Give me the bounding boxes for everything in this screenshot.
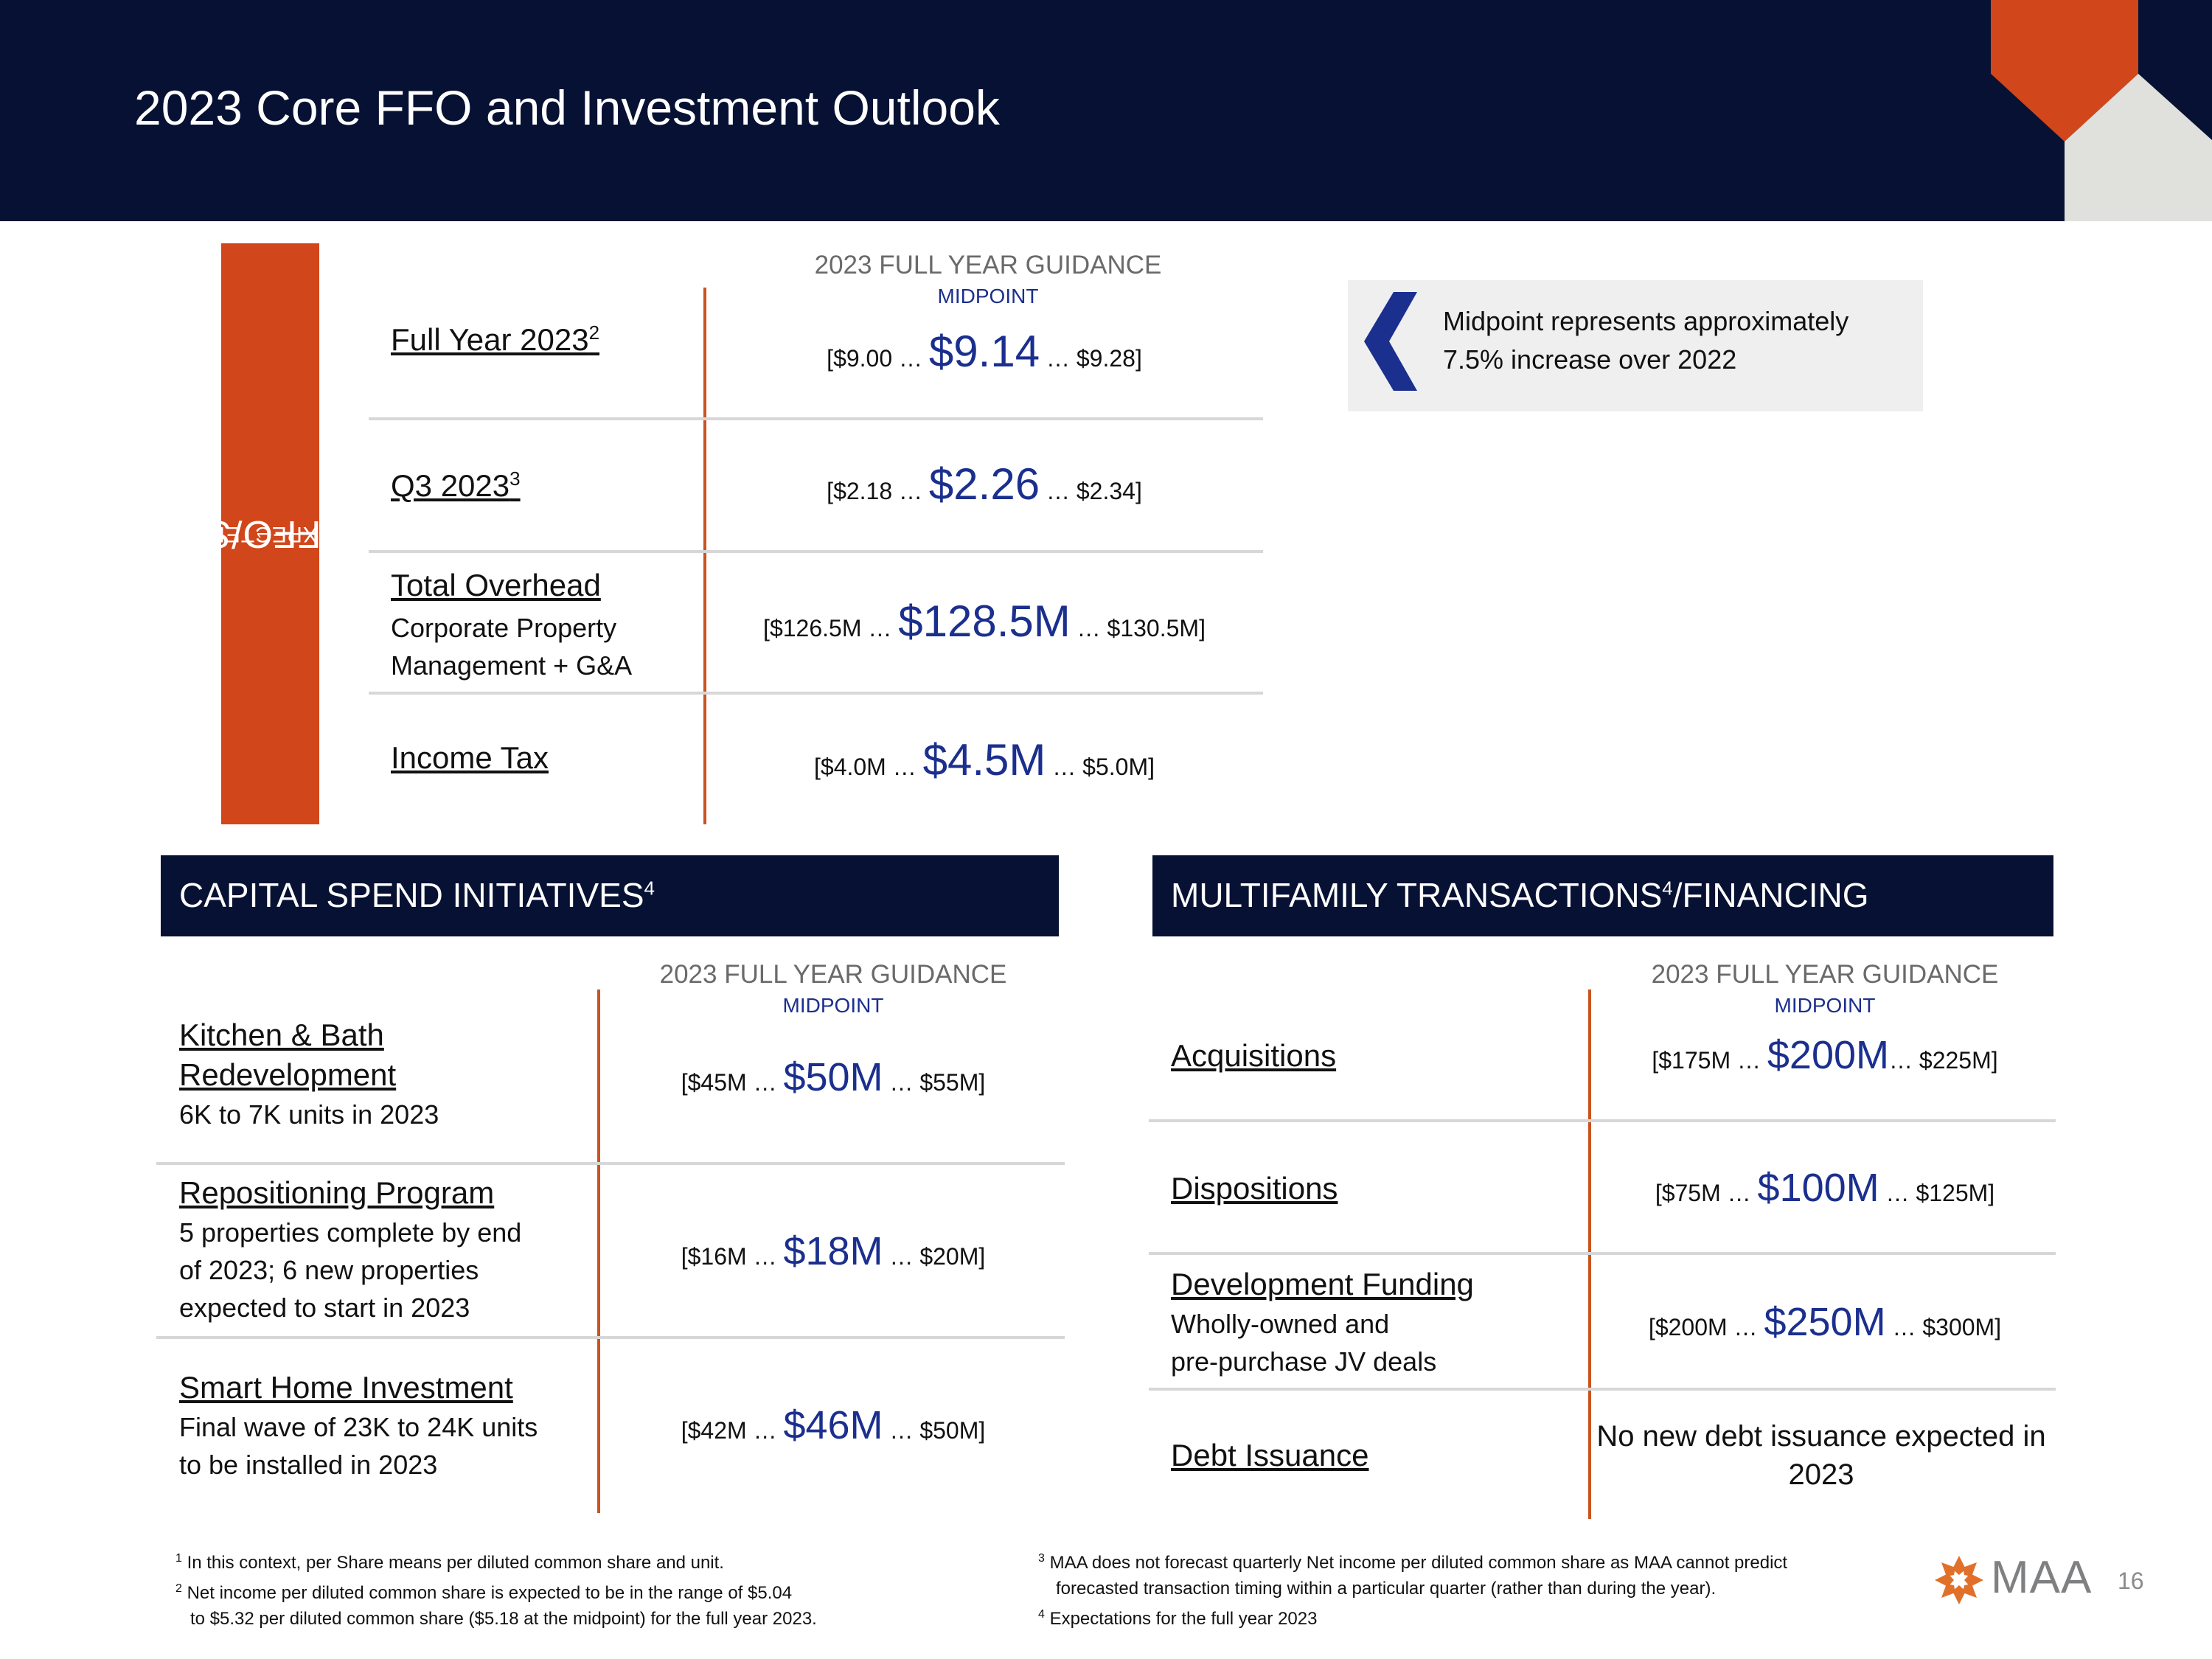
midpoint-note-box xyxy=(1348,280,1923,411)
multifamily-section-bar xyxy=(1152,855,2053,936)
guidance-title: 2023 FULL YEAR GUIDANCE xyxy=(659,960,1007,989)
midpoint-note-text: Midpoint represents approximately 7.5% i… xyxy=(1443,306,1849,375)
row-label: Kitchen & Bath xyxy=(179,1018,384,1052)
multifamily-guidance-header: 2023 FULL YEAR GUIDANCE MIDPOINT xyxy=(1618,960,2031,1018)
range-q3: [$2.18 … $2.26 … $2.34] xyxy=(827,459,1142,509)
capital-row-smart-home: Smart Home Investment Final wave of 23K … xyxy=(179,1370,538,1484)
row-divider xyxy=(156,1162,1065,1165)
row-label-q3: Q3 20233 xyxy=(391,467,521,503)
row-divider xyxy=(1149,1252,2056,1255)
row-sub-overhead: Corporate Property Management + G&A xyxy=(391,613,633,681)
row-divider xyxy=(1149,1388,2056,1391)
page-number: 16 xyxy=(2118,1568,2144,1594)
midpoint-label: MIDPOINT xyxy=(937,285,1039,307)
capital-row-kitchen: Kitchen & Bath Redevelopment 6K to 7K un… xyxy=(179,1018,439,1133)
range-smart-home: [$42M … $46M … $50M] xyxy=(681,1403,986,1447)
row-label: Redevelopment xyxy=(179,1057,397,1092)
range-full-year: [$9.00 … $9.14 … $9.28] xyxy=(827,327,1142,376)
midpoint-value: $128.5M xyxy=(898,597,1071,646)
page-title: 2023 Core FFO and Investment Outlook xyxy=(134,80,1000,135)
row-sub: 5 properties complete by end of 2023; 6 … xyxy=(179,1217,522,1323)
midpoint-value: $9.14 xyxy=(928,327,1040,376)
capital-guidance-header: 2023 FULL YEAR GUIDANCE MIDPOINT xyxy=(627,960,1040,1018)
range-overhead: [$126.5M … $128.5M … $130.5M] xyxy=(763,597,1206,646)
midpoint-value: $18M xyxy=(783,1229,883,1273)
header-bar xyxy=(0,0,2212,221)
corner-logo-shapes xyxy=(1991,0,2212,221)
midpoint-value: $250M xyxy=(1764,1300,1886,1344)
row-label-acquisitions: Acquisitions xyxy=(1171,1038,1337,1073)
row-label: Development Funding xyxy=(1171,1267,1474,1301)
guidance-title: 2023 FULL YEAR GUIDANCE xyxy=(814,251,1162,279)
row-label-dispositions: Dispositions xyxy=(1171,1171,1338,1206)
midpoint-label: MIDPOINT xyxy=(782,994,884,1017)
chevron-left-icon xyxy=(1364,292,1417,391)
side-label: EXPECTED CORE FFO/SHARE 1 xyxy=(94,243,445,824)
capital-section-bar xyxy=(161,855,1059,936)
midpoint-value: $50M xyxy=(783,1055,883,1099)
row-label-full-year: Full Year 20232 xyxy=(391,321,600,357)
footnotes-left: 1 In this context, per Share means per d… xyxy=(175,1552,817,1629)
row-divider xyxy=(369,417,1263,420)
range-dispositions: [$75M … $100M … $125M] xyxy=(1655,1166,1995,1210)
debt-issuance-text: No new debt issuance expected in 2023 xyxy=(1596,1420,2046,1491)
row-divider xyxy=(369,550,1263,553)
range-acquisitions: [$175M … $200M… $225M] xyxy=(1652,1033,1998,1077)
row-sub: Final wave of 23K to 24K units to be ins… xyxy=(179,1412,538,1480)
row-divider xyxy=(1149,1119,2056,1122)
range-kitchen: [$45M … $50M … $55M] xyxy=(681,1055,986,1099)
midpoint-value: $4.5M xyxy=(922,735,1046,785)
maa-logo-icon xyxy=(1935,1556,1983,1604)
capital-section-title: CAPITAL SPEND INITIATIVES4 xyxy=(179,876,655,914)
row-label: Smart Home Investment xyxy=(179,1370,513,1405)
top-vertical-divider xyxy=(703,288,706,824)
range-repositioning: [$16M … $18M … $20M] xyxy=(681,1229,986,1273)
capital-row-repositioning: Repositioning Program 5 properties compl… xyxy=(179,1175,521,1326)
top-guidance-header: 2023 FULL YEAR GUIDANCE MIDPOINT xyxy=(759,251,1217,308)
row-label: Repositioning Program xyxy=(179,1175,495,1210)
range-development: [$200M … $250M … $300M] xyxy=(1648,1300,2002,1344)
multifamily-row-development: Development Funding Wholly-owned and pre… xyxy=(1171,1267,1474,1380)
capital-vertical-divider xyxy=(597,990,600,1513)
row-label-overhead: Total Overhead xyxy=(391,568,601,602)
row-label-income-tax: Income Tax xyxy=(391,740,549,775)
multifamily-section-title: MULTIFAMILY TRANSACTIONS4/FINANCING xyxy=(1171,876,1869,914)
midpoint-value: $100M xyxy=(1757,1166,1879,1210)
row-sub: 6K to 7K units in 2023 xyxy=(179,1099,439,1130)
footnotes-right: 3 MAA does not forecast quarterly Net in… xyxy=(1038,1552,1788,1629)
row-divider xyxy=(156,1336,1065,1339)
midpoint-label: MIDPOINT xyxy=(1774,994,1876,1017)
guidance-title: 2023 FULL YEAR GUIDANCE xyxy=(1651,960,1999,989)
row-label-debt: Debt Issuance xyxy=(1171,1438,1369,1472)
maa-logo-text: MAA xyxy=(1991,1552,2093,1603)
midpoint-value: $2.26 xyxy=(928,459,1040,509)
row-divider xyxy=(369,692,1263,695)
side-label-bar xyxy=(221,243,319,824)
row-sub: Wholly-owned and pre-purchase JV deals xyxy=(1171,1309,1437,1377)
range-income-tax: [$4.0M … $4.5M … $5.0M] xyxy=(814,735,1155,785)
midpoint-value: $46M xyxy=(783,1403,883,1447)
midpoint-value: $200M xyxy=(1767,1033,1889,1077)
side-label-big: CORE FFO/SHARE xyxy=(94,512,446,556)
